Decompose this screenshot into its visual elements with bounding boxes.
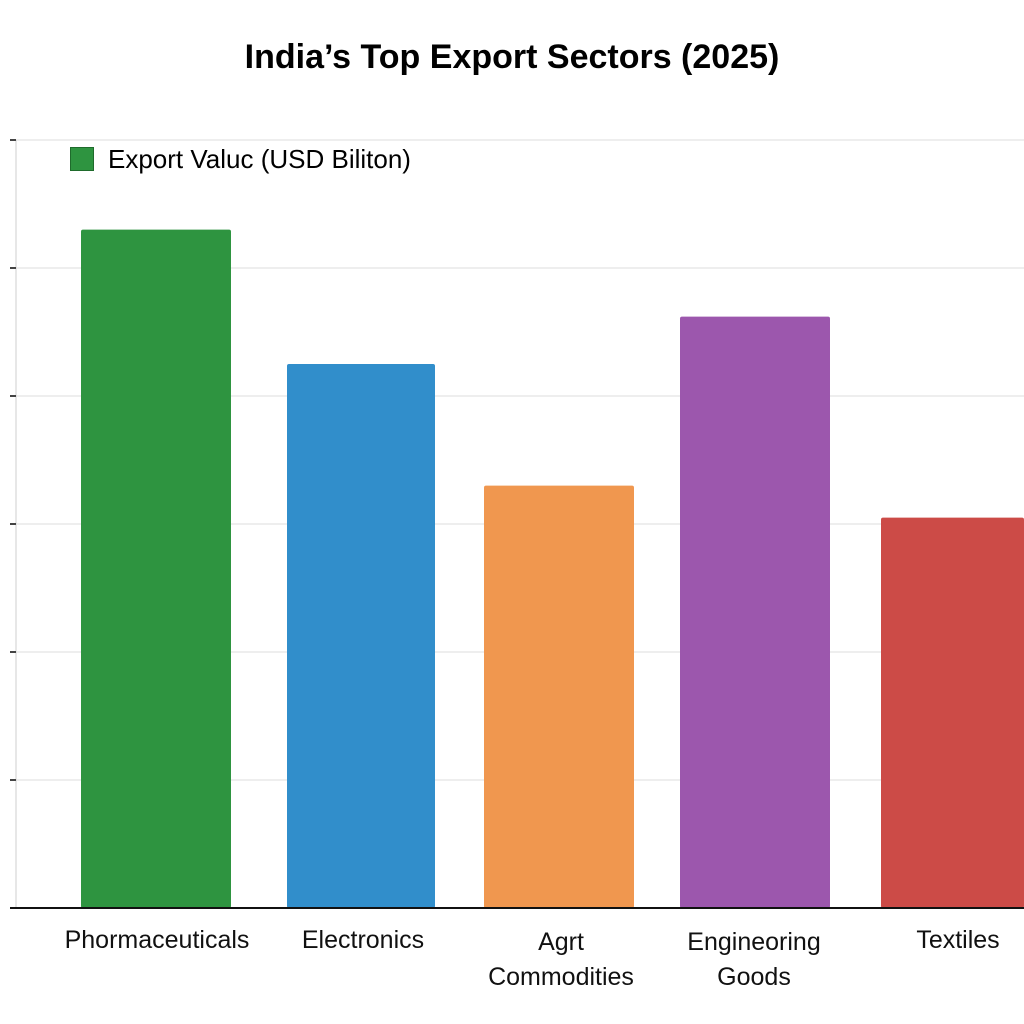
bar <box>484 485 634 908</box>
x-tick-label: Textiles <box>916 926 999 954</box>
bar <box>81 229 231 909</box>
x-tick-label: Engineoring <box>687 928 820 956</box>
legend-swatch <box>70 147 94 171</box>
legend-label: Export Valuc (USD Biliton) <box>108 143 411 174</box>
legend: Export Valuc (USD Biliton) <box>70 142 411 176</box>
bar <box>881 517 1024 908</box>
bar <box>287 364 435 908</box>
x-tick-label: Phormaceuticals <box>65 926 250 954</box>
x-tick-label: Goods <box>717 963 791 991</box>
x-tick-label: Electronics <box>302 926 424 954</box>
chart-title: India’s Top Export Sectors (2025) <box>244 38 780 76</box>
x-tick-label: Agrt <box>538 928 584 956</box>
bar <box>680 316 830 908</box>
x-tick-label: Commodities <box>488 963 634 991</box>
